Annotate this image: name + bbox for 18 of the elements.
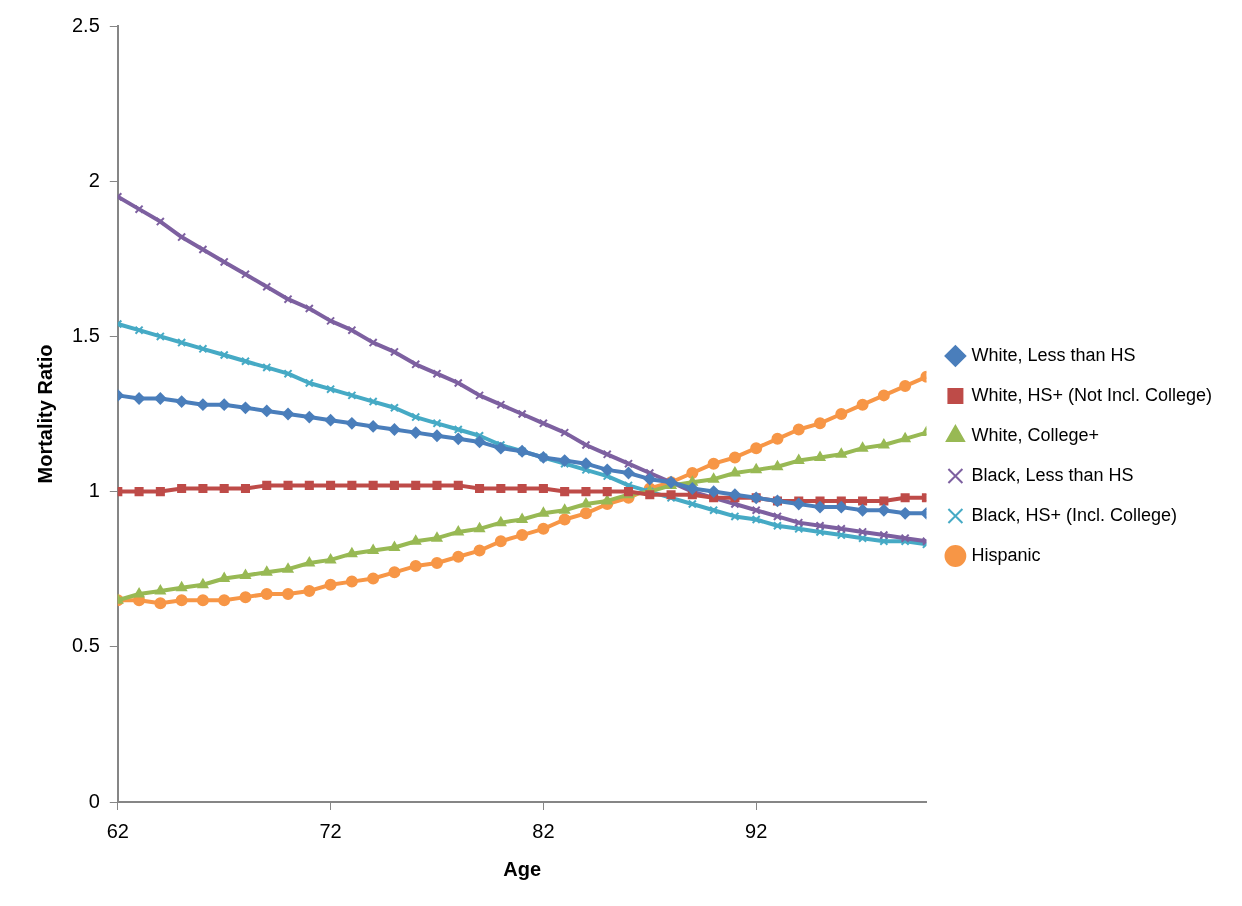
legend-label: Hispanic (971, 544, 1041, 565)
legend-label: Black, HS+ (Incl. College) (971, 504, 1177, 525)
x-tick-label: 92 (745, 819, 768, 842)
y-axis-title: Mortality Ratio (33, 344, 56, 484)
y-tick-label: 2.5 (71, 13, 100, 36)
x-tick-label: 72 (319, 819, 342, 842)
legend-label: White, Less than HS (971, 344, 1136, 365)
y-tick-label: 1 (88, 479, 100, 502)
x-axis-title: Age (503, 857, 542, 880)
x-tick-label: 82 (532, 819, 555, 842)
legend-label: Black, Less than HS (971, 464, 1134, 485)
legend-label: White, HS+ (Not Incl. College) (971, 384, 1213, 405)
y-tick-label: 1.5 (71, 323, 100, 346)
y-tick-label: 0 (88, 789, 100, 812)
x-tick-label: 62 (106, 819, 129, 842)
legend-label: White, College+ (971, 424, 1099, 445)
y-tick-label: 2 (88, 168, 100, 191)
y-tick-label: 0.5 (71, 634, 100, 657)
